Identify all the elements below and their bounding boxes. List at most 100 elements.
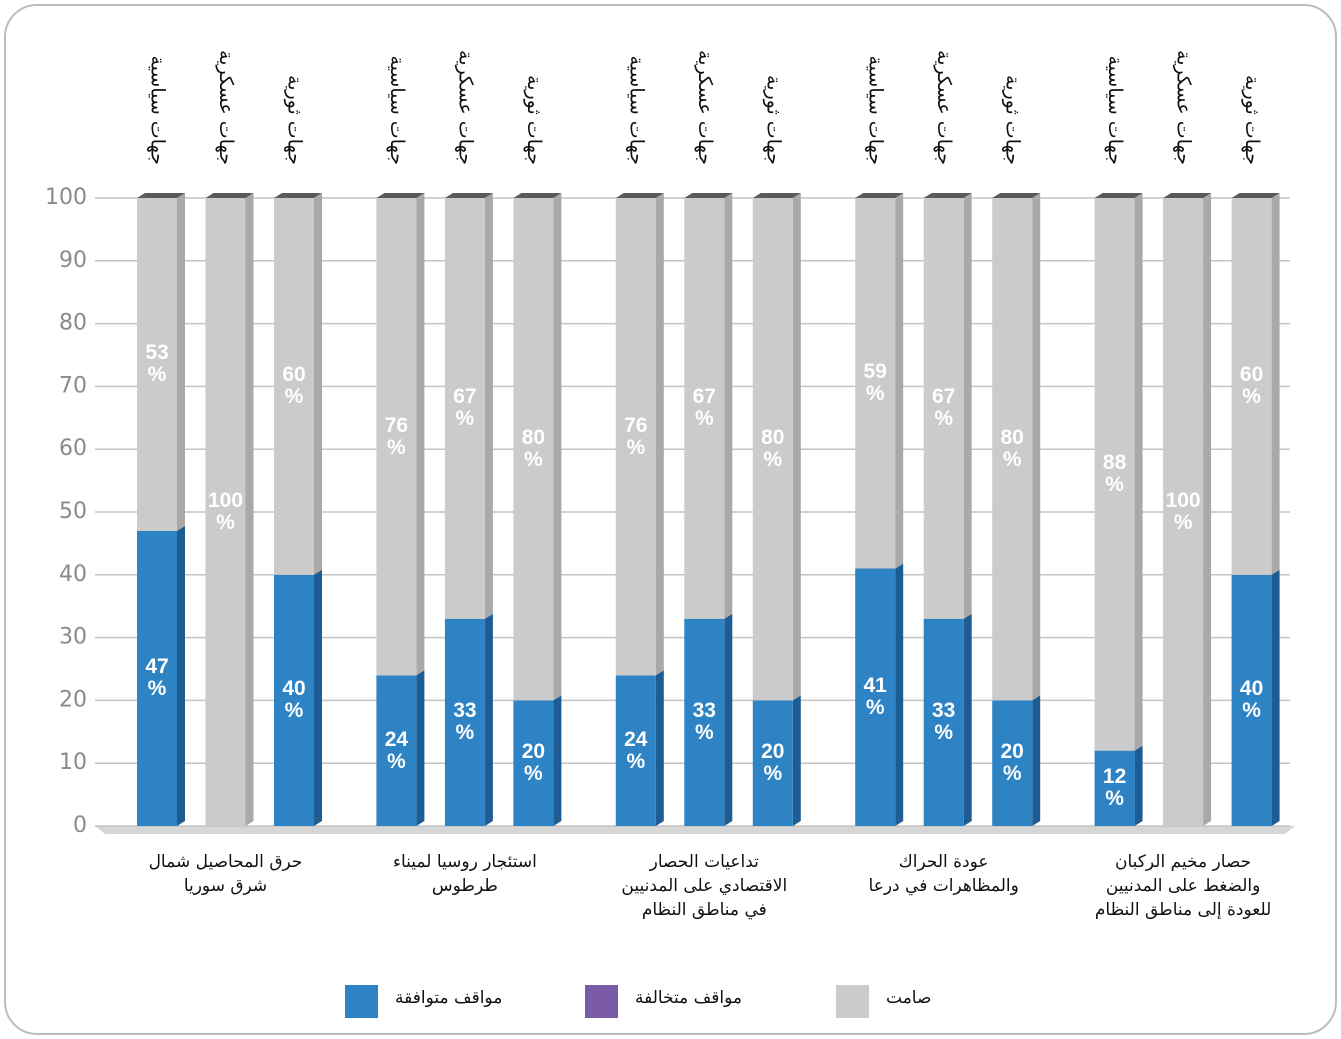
bar-top xyxy=(1231,193,1280,198)
bar-side xyxy=(724,613,733,826)
bar-label: جهات عسكرية xyxy=(933,50,955,165)
bar-segment xyxy=(923,618,964,826)
bar-segment xyxy=(137,530,177,826)
bar-segment xyxy=(444,198,485,619)
bar-label: جهات سياسية xyxy=(1104,55,1126,165)
bar-side xyxy=(553,695,562,826)
bar-side xyxy=(963,193,972,619)
value-label: 33 % xyxy=(932,699,956,745)
frame xyxy=(4,4,1337,1035)
legend-label: صامت xyxy=(886,988,932,1008)
bar-segment xyxy=(752,198,793,701)
legend-label: مواقف متخالفة xyxy=(635,988,743,1008)
bar-segment xyxy=(684,198,725,619)
value-label: 24 % xyxy=(624,727,648,773)
bar-segment xyxy=(855,198,896,569)
legend-swatch xyxy=(836,985,869,1018)
value-label: 40 % xyxy=(282,677,306,723)
floor xyxy=(95,826,1295,834)
bar-segment xyxy=(992,700,1033,826)
bar-top xyxy=(684,193,733,198)
bar-label: جهات سياسية xyxy=(625,55,647,165)
bar-side xyxy=(963,613,972,826)
y-tick-label: 20 xyxy=(59,687,87,712)
bar-side xyxy=(245,193,254,826)
value-label: 80 % xyxy=(761,426,785,472)
value-label: 24 % xyxy=(384,727,409,773)
bar-top xyxy=(205,193,254,198)
bar-segment xyxy=(684,618,725,826)
bar-side xyxy=(895,563,904,826)
bar-top xyxy=(615,193,664,198)
value-label: 80 % xyxy=(1000,426,1024,472)
bar-segment xyxy=(513,700,554,826)
bar-segment xyxy=(137,198,177,531)
bar-side xyxy=(792,193,801,701)
value-label: 20 % xyxy=(521,740,546,786)
value-label: 53 % xyxy=(145,341,169,387)
bar-segment xyxy=(992,198,1033,701)
y-tick-label: 90 xyxy=(59,248,87,273)
value-label: 67 % xyxy=(692,385,716,431)
value-label: 41 % xyxy=(863,674,887,720)
legend-swatch xyxy=(345,985,378,1018)
bar-label: جهات ثورية xyxy=(284,75,306,165)
bar-segment xyxy=(615,198,656,676)
group-label: حرق المحاصيل شمال شرق سوريا xyxy=(148,852,303,896)
bar-segment xyxy=(752,700,793,826)
bar-segment xyxy=(1231,198,1272,575)
bar-side xyxy=(1032,695,1041,826)
y-tick-label: 40 xyxy=(59,562,87,587)
bar-label: جهات سياسية xyxy=(386,55,408,165)
y-tick-label: 60 xyxy=(59,436,87,461)
value-label: 67 % xyxy=(453,385,477,431)
bar-label: جهات عسكرية xyxy=(694,50,716,165)
bar-segment xyxy=(1094,750,1135,826)
bar-side xyxy=(484,613,493,826)
legend-label: مواقف متوافقة xyxy=(395,988,503,1008)
value-label: 60 % xyxy=(282,363,306,409)
bar-side xyxy=(416,193,425,676)
value-label: 20 % xyxy=(761,740,785,786)
bar-side xyxy=(1032,193,1041,701)
bar-top xyxy=(513,193,562,198)
bar-side xyxy=(895,193,904,569)
y-tick-label: 100 xyxy=(45,185,87,210)
bar-segment xyxy=(376,198,417,676)
bar-segment xyxy=(855,568,896,826)
value-label: 80 % xyxy=(521,426,546,472)
bar-side xyxy=(314,193,322,575)
bar-top xyxy=(1094,193,1143,198)
bar-top xyxy=(855,193,904,198)
bar-segment xyxy=(274,574,314,826)
value-label: 60 % xyxy=(1239,363,1264,409)
bar-side xyxy=(484,193,493,619)
value-label: 76 % xyxy=(624,413,648,459)
y-tick-label: 80 xyxy=(59,311,87,336)
value-label: 59 % xyxy=(863,360,887,406)
bar-side xyxy=(724,193,733,619)
bar-side xyxy=(792,695,801,826)
bar-side xyxy=(177,193,185,531)
bar-label: جهات عسكرية xyxy=(215,50,237,165)
bar-segment xyxy=(923,198,964,619)
bar-top xyxy=(444,193,493,198)
bar-segment xyxy=(513,198,554,701)
value-label: 40 % xyxy=(1239,677,1264,723)
group-label: حصار مخيم الركبان والضغط على المدنيين لل… xyxy=(1094,852,1272,920)
bar-segment xyxy=(205,198,246,826)
bar-side xyxy=(1271,569,1280,826)
bar-segment xyxy=(1094,198,1135,751)
bar-segment xyxy=(274,198,314,575)
bar-side xyxy=(1203,193,1212,826)
bar-top xyxy=(274,193,322,198)
value-label: 47 % xyxy=(145,655,169,701)
bar-label: جهات ثورية xyxy=(1241,75,1263,165)
value-label: 100 % xyxy=(1165,489,1201,534)
bar-top xyxy=(923,193,972,198)
value-label: 33 % xyxy=(692,699,716,745)
bar-label: جهات عسكرية xyxy=(1173,50,1195,165)
bar-side xyxy=(177,525,185,826)
group-label: تداعيات الحصار الاقتصادي على المدنيين في… xyxy=(621,852,788,920)
